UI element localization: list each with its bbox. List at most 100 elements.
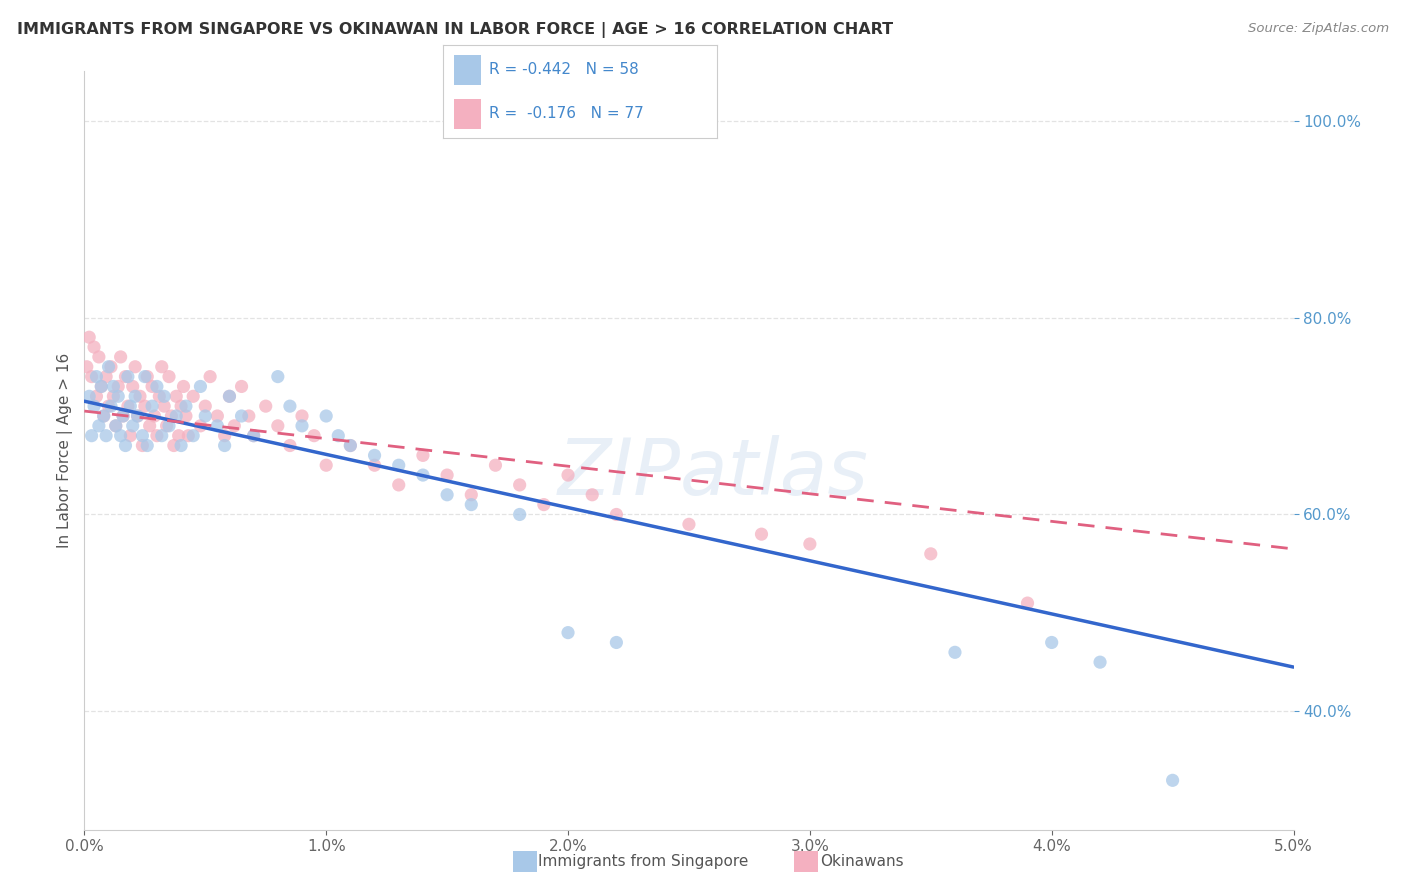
Point [291,418,314,433]
Point [80,428,103,442]
Point [278,399,301,413]
Text: ZIPatlas: ZIPatlas [558,435,869,511]
Point [86,389,108,403]
Point [83,399,105,413]
Point [388,458,411,473]
Point [114,438,136,452]
Point [90,379,112,393]
Point [388,478,411,492]
Point [581,488,603,502]
Point [231,409,253,423]
Point [86,369,108,384]
Point [412,468,434,483]
Point [231,379,253,393]
Point [799,537,821,551]
Point [117,369,139,384]
Text: R = -0.442   N = 58: R = -0.442 N = 58 [489,62,640,78]
Point [103,389,125,403]
Point [120,399,142,413]
Point [112,409,135,423]
Point [291,409,314,423]
Point [509,508,531,522]
Point [97,399,120,413]
Point [131,428,153,442]
Bar [454,55,481,85]
Point [1088,655,1111,669]
Point [328,428,350,442]
Point [278,438,301,452]
Point [190,418,212,433]
Point [363,458,385,473]
Point [90,379,112,393]
Point [153,389,176,403]
Point [121,418,143,433]
Point [131,438,153,452]
Point [174,409,197,423]
Point [94,428,117,442]
Point [150,428,173,442]
Bar [454,99,481,129]
Point [165,409,187,423]
Point [1040,635,1063,649]
Point [460,498,482,512]
Point [138,418,160,433]
Point [93,409,115,423]
Point [127,409,149,423]
Point [207,418,229,433]
Point [943,645,966,659]
Point [181,389,204,403]
Point [83,340,105,354]
Point [76,359,98,374]
Point [110,350,132,364]
Point [129,389,152,403]
Point [460,488,482,502]
Point [146,428,169,442]
Point [242,428,264,442]
Point [112,409,135,423]
Point [194,409,217,423]
Point [77,389,100,403]
Point [148,389,170,403]
Point [104,418,127,433]
Point [167,428,190,442]
Text: Okinawans: Okinawans [820,854,903,869]
Point [87,418,110,433]
Point [436,488,458,502]
Point [218,389,240,403]
Point [557,468,579,483]
Point [224,418,246,433]
Point [267,418,290,433]
Point [165,389,187,403]
Point [177,428,200,442]
Point [124,389,146,403]
Point [120,428,142,442]
Point [174,399,197,413]
Point [134,399,156,413]
Point [920,547,942,561]
Point [605,635,627,649]
Point [87,350,110,364]
Point [678,517,700,532]
Point [557,625,579,640]
Point [170,438,193,452]
Point [114,369,136,384]
Point [77,330,100,344]
Point [157,369,180,384]
Point [214,428,236,442]
Point [143,409,166,423]
Point [150,359,173,374]
Text: Source: ZipAtlas.com: Source: ZipAtlas.com [1249,22,1389,36]
Point [107,379,129,393]
Point [141,379,163,393]
Point [302,428,325,442]
Point [207,409,229,423]
Point [163,438,186,452]
Point [136,369,159,384]
Point [141,399,163,413]
Point [146,379,169,393]
Point [117,399,139,413]
Point [80,369,103,384]
Text: R =  -0.176   N = 77: R = -0.176 N = 77 [489,106,644,121]
Point [339,438,361,452]
Point [267,369,290,384]
